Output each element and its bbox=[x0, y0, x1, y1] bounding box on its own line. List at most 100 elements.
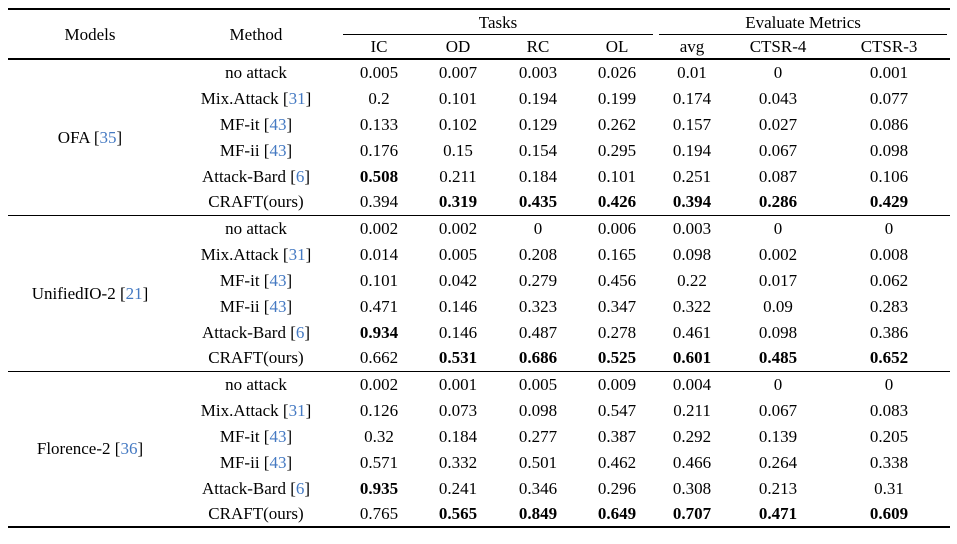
value-cell: 0.251 bbox=[672, 166, 712, 186]
method-name: CRAFT(ours) bbox=[208, 348, 304, 368]
value-cell: 0.126 bbox=[359, 400, 399, 420]
method-name: MF-it bbox=[219, 114, 260, 134]
col-group-evaluate-metrics: Evaluate Metrics bbox=[656, 9, 950, 35]
citation-bracket-close: ] bbox=[304, 478, 311, 498]
citation-bracket-close: ] bbox=[286, 452, 293, 472]
value-cell: 0.002 bbox=[340, 214, 418, 241]
value-cell: 0.426 bbox=[597, 192, 637, 212]
value-cell: 0 bbox=[828, 370, 951, 397]
col-header-models: Models bbox=[64, 24, 116, 44]
value-cell: 0.277 bbox=[518, 426, 558, 446]
citation-bracket-open: [ bbox=[290, 166, 296, 186]
table-row: OFA [35] no attack 0.005 0.007 0.003 0.026 0.0… bbox=[8, 59, 950, 146]
citation-link[interactable]: 6 bbox=[295, 478, 305, 498]
col-header-method: Method bbox=[229, 24, 283, 44]
citation-link[interactable]: 21 bbox=[125, 283, 143, 303]
citation-link[interactable]: 43 bbox=[269, 140, 287, 160]
table-row: MF-ii [43] 0.571 0.332 0.501 0.462 0.466 0.264… bbox=[8, 449, 950, 475]
citation: [21] bbox=[120, 284, 148, 303]
value-cell: 0.133 bbox=[359, 114, 399, 134]
value-cell: 0.319 bbox=[438, 192, 478, 212]
value-cell: 0.466 bbox=[672, 452, 712, 472]
table-row: Mix.Attack [31] 0.126 0.073 0.098 0.547 0.211… bbox=[8, 397, 950, 423]
citation-bracket-close: ] bbox=[305, 400, 312, 420]
citation-link[interactable]: 43 bbox=[269, 426, 287, 446]
value-cell: 0.347 bbox=[597, 296, 637, 316]
value-cell: 0.005 bbox=[359, 63, 399, 82]
citation-link[interactable]: 36 bbox=[120, 439, 138, 459]
citation: [43] bbox=[264, 271, 292, 290]
method-cell: Mix.Attack [31] bbox=[172, 397, 340, 423]
value-cell: 0.174 bbox=[672, 88, 712, 108]
value-cell: 0 bbox=[773, 63, 783, 82]
citation-bracket-close: ] bbox=[304, 322, 311, 342]
method-name: MF-ii bbox=[219, 140, 260, 160]
value-cell: 0.32 bbox=[364, 426, 394, 446]
citation-bracket-close: ] bbox=[286, 426, 293, 446]
citation-bracket-open: [ bbox=[114, 439, 121, 459]
value-cell: 0.462 bbox=[597, 452, 637, 472]
value-cell: 0.531 bbox=[438, 348, 478, 368]
citation-link[interactable]: 31 bbox=[288, 88, 306, 108]
table-row: CRAFT(ours) 0.662 0.531 0.686 0.525 0.601 0.48… bbox=[8, 345, 950, 371]
citation-bracket-close: ] bbox=[305, 88, 312, 108]
table-row: Attack-Bard [6] 0.508 0.211 0.184 0.101 0.251… bbox=[8, 163, 950, 189]
citation-link[interactable]: 43 bbox=[269, 114, 287, 134]
value-cell: 0.429 bbox=[869, 192, 909, 212]
citation-link[interactable]: 31 bbox=[288, 400, 306, 420]
method-name: Mix.Attack bbox=[200, 88, 279, 108]
citation-bracket-open: [ bbox=[290, 322, 296, 342]
citation: [43] bbox=[264, 141, 292, 160]
citation-bracket-open: [ bbox=[263, 426, 270, 446]
citation-link[interactable]: 6 bbox=[295, 322, 305, 342]
citation-link[interactable]: 43 bbox=[269, 452, 287, 472]
value-cell: 0.042 bbox=[438, 270, 478, 290]
value-cell: 0.296 bbox=[597, 478, 637, 498]
method-name: no attack bbox=[225, 63, 287, 82]
col-header-ctsr4: CTSR-4 bbox=[749, 37, 807, 56]
table-row: MF-it [43] 0.32 0.184 0.277 0.387 0.292 0.139 0… bbox=[8, 423, 950, 449]
citation: [31] bbox=[283, 89, 311, 108]
method-name: CRAFT(ours) bbox=[208, 504, 304, 523]
citation: [43] bbox=[264, 115, 292, 134]
citation-link[interactable]: 43 bbox=[269, 296, 287, 316]
value-cell: 0.547 bbox=[597, 400, 637, 420]
value-cell: 0 bbox=[728, 370, 829, 397]
value-cell: 0.707 bbox=[672, 504, 712, 523]
value-cell: 0.211 bbox=[439, 166, 477, 186]
citation: [35] bbox=[94, 128, 122, 147]
method-cell: MF-it [43] bbox=[172, 111, 340, 137]
value-cell: 0.001 bbox=[418, 370, 498, 397]
value-cell: 0.386 bbox=[869, 322, 909, 342]
citation-bracket-close: ] bbox=[305, 244, 312, 264]
method-name: no attack bbox=[225, 218, 287, 238]
method-cell: no attack bbox=[172, 59, 340, 85]
method-cell: Mix.Attack [31] bbox=[172, 85, 340, 111]
value-cell: 0.308 bbox=[672, 478, 712, 498]
method-name: MF-ii bbox=[219, 296, 260, 316]
model-cell: UnifiedIO-2 [21] bbox=[8, 214, 172, 371]
col-header-rc: RC bbox=[526, 37, 550, 56]
value-cell: 0.934 bbox=[359, 322, 399, 342]
value-cell: 0.184 bbox=[438, 426, 478, 446]
value-cell: 0.005 bbox=[498, 370, 578, 397]
col-header-ctsr3: CTSR-3 bbox=[860, 37, 918, 56]
value-cell: 0.101 bbox=[359, 270, 399, 290]
table-row: MF-ii [43] 0.471 0.146 0.323 0.347 0.322 0.09 0… bbox=[8, 293, 950, 319]
citation-link[interactable]: 6 bbox=[295, 166, 305, 186]
value-cell: 0.006 bbox=[578, 214, 657, 241]
method-name: MF-ii bbox=[219, 452, 260, 472]
citation-link[interactable]: 43 bbox=[269, 270, 287, 290]
table-body: OFA [35] no attack 0.005 0.007 0.003 0.026 0.0… bbox=[8, 59, 951, 527]
citation-link[interactable]: 31 bbox=[288, 244, 306, 264]
value-cell: 0.346 bbox=[518, 478, 558, 498]
value-cell: 0.062 bbox=[869, 270, 909, 290]
value-cell: 0.278 bbox=[597, 322, 637, 342]
model-name: UnifiedIO-2 bbox=[31, 283, 116, 303]
value-cell: 0.002 bbox=[758, 244, 798, 264]
value-cell: 0.086 bbox=[869, 114, 909, 134]
citation-link[interactable]: 35 bbox=[99, 127, 117, 147]
value-cell: 0 bbox=[828, 214, 951, 241]
value-cell: 0.003 bbox=[518, 63, 558, 82]
